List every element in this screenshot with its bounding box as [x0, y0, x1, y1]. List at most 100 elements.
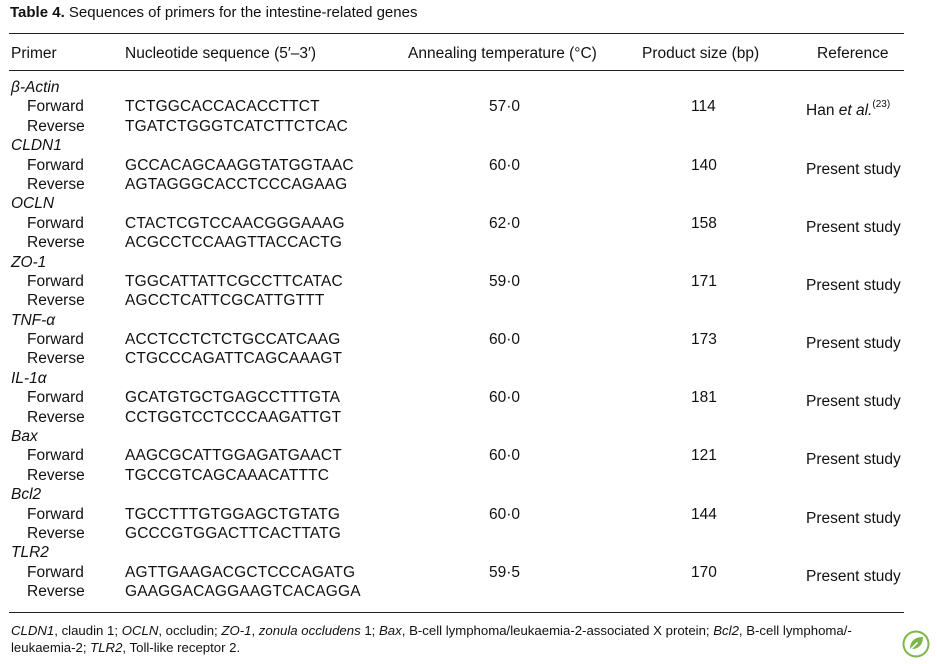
reference-text: Han: [806, 102, 839, 120]
footnote-text: leukaemia-2;: [11, 640, 91, 655]
gene-name: TLR2: [11, 544, 49, 562]
table-caption: Table 4. Sequences of primers for the in…: [10, 4, 417, 21]
reference-text: Present study: [806, 335, 901, 353]
gene-row: β-Actin: [0, 78, 937, 97]
direction-label: Reverse: [27, 583, 85, 601]
gene-name: ZO-1: [11, 253, 47, 271]
reverse-sequence: CTGCCCAGATTCAGCAAAGT: [125, 350, 343, 368]
footnote-text: , Toll-like receptor 2.: [122, 640, 241, 655]
reverse-primer-row: Reverse GAAGGACAGGAAGTCACAGGA: [0, 582, 937, 601]
footnote-abbr: TLR2: [90, 640, 123, 655]
gene-row: TNF-α: [0, 311, 937, 330]
reference: Present study: [806, 214, 901, 238]
header-sequence: Nucleotide sequence (5′–3′): [125, 45, 317, 62]
gene-row: IL-1α: [0, 369, 937, 388]
forward-primer-row: Forward AGTTGAAGACGCTCCCAGATG 59·5 170 Prese…: [0, 563, 937, 585]
reverse-primer-row: Reverse TGCCGTCAGCAAACATTTC: [0, 466, 937, 485]
direction-label: Forward: [27, 156, 84, 174]
direction-label: Forward: [27, 389, 84, 407]
header-temperature: Annealing temperature (°C): [408, 45, 597, 62]
forward-primer-row: Forward TGCCTTTGTGGAGCTGTATG 60·0 144 Presen…: [0, 505, 937, 527]
header-reference: Reference: [817, 45, 889, 62]
gene-name: Bax: [11, 428, 38, 446]
table-footnote: CLDN1, claudin 1; OCLN, occludin; ZO-1 , …: [11, 622, 911, 656]
gene-name: CLDN1: [11, 137, 62, 155]
reference-text: Present study: [806, 218, 901, 236]
reverse-sequence: GAAGGACAGGAAGTCACAGGA: [125, 583, 361, 601]
reference-text: Present study: [806, 393, 901, 411]
footnote-text: ,: [251, 623, 259, 638]
reference: Present study: [806, 563, 901, 587]
product-size: 158: [691, 214, 717, 232]
direction-label: Reverse: [27, 466, 85, 484]
table-number: Table 4.: [10, 4, 65, 21]
header-product-size: Product size (bp): [642, 45, 760, 62]
footnote-text: , occludin;: [158, 623, 222, 638]
forward-primer-row: Forward CTACTCGTCCAACGGGAAAG 62·0 158 Presen…: [0, 214, 937, 236]
forward-primer-row: Forward AAGCGCATTGGAGATGAACT 60·0 121 Presen…: [0, 446, 937, 468]
product-size: 173: [691, 331, 717, 349]
annealing-temperature: 59·0: [489, 272, 521, 290]
gene-row: CLDN1: [0, 136, 937, 155]
bottom-rule: [9, 612, 904, 613]
reverse-sequence: AGTAGGGCACCTCCCAGAAG: [125, 175, 348, 193]
reverse-sequence: ACGCCTCCAAGTTACCACTG: [125, 234, 343, 252]
reference-citation[interactable]: (23): [872, 99, 891, 111]
top-rule: [9, 33, 904, 34]
reverse-primer-row: Reverse TGATCTGGGTCATCTTCTCAC: [0, 117, 937, 136]
forward-primer-row: Forward GCCACAGCAAGGTATGGTAAC 60·0 140 Prese…: [0, 156, 937, 178]
table-title: Sequences of primers for the intestine-r…: [68, 4, 418, 21]
gene-name: OCLN: [11, 195, 55, 213]
reverse-primer-row: Reverse AGTAGGGCACCTCCCAGAAG: [0, 175, 937, 194]
footnote-text: 1;: [360, 623, 380, 638]
footnote-abbr: ZO-1: [221, 623, 252, 638]
direction-label: Forward: [27, 272, 84, 290]
footnote-text: , B-cell lymphoma/-: [738, 623, 852, 638]
footnote-abbr: zonula occludens: [258, 623, 361, 638]
footnote-abbr: Bax: [379, 623, 402, 638]
reference: Present study: [806, 388, 901, 412]
direction-label: Reverse: [27, 408, 85, 426]
leaf-badge-icon[interactable]: [902, 630, 930, 658]
reverse-sequence: TGCCGTCAGCAAACATTTC: [125, 466, 330, 484]
gene-name: IL-1α: [11, 369, 47, 387]
reverse-primer-row: Reverse GCCCGTGGACTTCACTTATG: [0, 524, 937, 543]
footnote-abbr: CLDN1: [11, 623, 55, 638]
direction-label: Reverse: [27, 292, 85, 310]
reference: Present study: [806, 272, 901, 296]
reverse-primer-row: Reverse CTGCCCAGATTCAGCAAAGT: [0, 349, 937, 368]
product-size: 144: [691, 505, 717, 523]
direction-label: Reverse: [27, 524, 85, 542]
gene-name: Bcl2: [11, 486, 42, 504]
footnote-line-1: CLDN1, claudin 1; OCLN, occludin; ZO-1 , …: [11, 622, 911, 639]
annealing-temperature: 60·0: [489, 156, 521, 174]
footnote-text: , claudin 1;: [54, 623, 122, 638]
direction-label: Reverse: [27, 175, 85, 193]
product-size: 140: [691, 156, 717, 174]
forward-sequence: TGGCATTATTCGCCTTCATAC: [125, 272, 343, 290]
direction-label: Forward: [27, 214, 84, 232]
annealing-temperature: 59·5: [489, 563, 521, 581]
product-size: 181: [691, 389, 717, 407]
gene-row: Bcl2: [0, 485, 937, 504]
direction-label: Forward: [27, 98, 84, 116]
footnote-abbr: Bcl2: [713, 623, 739, 638]
direction-label: Forward: [27, 447, 84, 465]
forward-sequence: AGTTGAAGACGCTCCCAGATG: [125, 563, 356, 581]
reference-text: Present study: [806, 567, 901, 585]
product-size: 171: [691, 272, 717, 290]
gene-name: TNF-α: [11, 311, 56, 329]
reference: Present study: [806, 156, 901, 180]
direction-label: Forward: [27, 505, 84, 523]
reference: Present study: [806, 330, 901, 354]
reverse-primer-row: Reverse CCTGGTCCTCCCAAGATTGT: [0, 408, 937, 427]
reference: Present study: [806, 446, 901, 470]
gene-row: Bax: [0, 427, 937, 446]
product-size: 114: [691, 98, 716, 116]
direction-label: Forward: [27, 563, 84, 581]
direction-label: Forward: [27, 331, 84, 349]
footnote-line-2: leukaemia-2; TLR2, Toll-like receptor 2.: [11, 639, 911, 656]
header-primer: Primer: [11, 45, 57, 62]
annealing-temperature: 60·0: [489, 331, 521, 349]
forward-primer-row: Forward ACCTCCTCTCTGCCATCAAG 60·0 173 Presen…: [0, 330, 937, 352]
